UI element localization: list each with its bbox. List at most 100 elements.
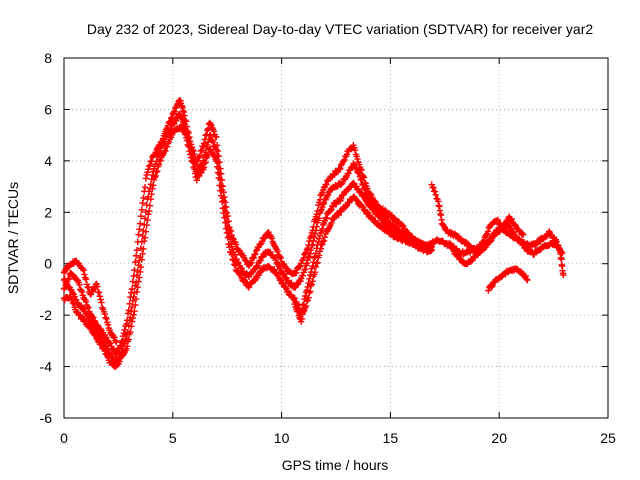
data-point: [353, 196, 360, 204]
data-point: [79, 304, 86, 312]
data-point: [141, 184, 149, 191]
data-point: [183, 137, 191, 144]
data-point: [361, 186, 369, 193]
data-point: [257, 241, 264, 248]
data-point: [431, 188, 439, 195]
data-point: [307, 232, 315, 240]
data-point: [84, 303, 91, 311]
data-point: [291, 300, 298, 308]
data-point: [337, 164, 344, 172]
data-point: [135, 231, 142, 238]
data-point: [511, 221, 519, 228]
data-point: [305, 294, 312, 301]
data-point: [359, 180, 366, 188]
data-point: [188, 157, 196, 165]
data-point: [555, 244, 562, 251]
data-point: [131, 307, 138, 315]
data-point: [84, 311, 91, 319]
data-point: [364, 191, 371, 198]
data-point: [107, 340, 114, 347]
data-point: [136, 220, 144, 227]
data-point: [60, 285, 68, 293]
data-point: [257, 257, 264, 264]
data-point: [123, 343, 131, 350]
data-point: [234, 258, 241, 266]
data-point: [432, 191, 440, 199]
data-point: [218, 192, 225, 199]
data-point: [139, 199, 146, 207]
data-point: [126, 300, 133, 308]
data-point: [98, 341, 105, 348]
data-point: [308, 242, 315, 249]
data-point: [182, 131, 189, 138]
data-point: [69, 299, 77, 307]
data-point: [136, 268, 144, 276]
data-point: [315, 235, 323, 242]
data-point: [137, 263, 145, 271]
data-point: [315, 215, 323, 222]
data-point: [207, 132, 214, 139]
data-point: [207, 120, 214, 128]
data-point: [312, 250, 320, 257]
data-point: [229, 256, 236, 263]
data-point: [140, 194, 147, 202]
y-tick-label: 0: [44, 256, 52, 272]
data-point: [132, 258, 139, 266]
data-point: [250, 254, 258, 262]
data-point: [136, 274, 143, 281]
data-point: [324, 192, 331, 199]
x-tick-label: 20: [491, 430, 507, 446]
data-point: [154, 167, 161, 175]
data-point: [306, 275, 313, 282]
data-point: [132, 252, 140, 259]
data-point: [101, 347, 108, 354]
data-point: [337, 161, 345, 169]
data-point: [488, 283, 495, 291]
data-point: [211, 143, 218, 150]
data-point: [222, 225, 230, 232]
data-point: [271, 266, 278, 273]
data-point: [187, 151, 194, 158]
data-point: [167, 115, 175, 122]
x-tick-label: 0: [60, 430, 68, 446]
data-point: [225, 241, 232, 248]
data-point: [226, 244, 233, 251]
data-point: [312, 263, 320, 271]
data-point: [68, 295, 75, 303]
data-point: [293, 269, 300, 277]
data-point: [128, 303, 136, 311]
data-point: [130, 311, 137, 318]
data-point: [132, 301, 139, 309]
data-point: [214, 169, 222, 176]
data-point: [306, 250, 314, 258]
data-point: [522, 272, 530, 280]
data-point: [93, 335, 100, 342]
data-point: [143, 221, 150, 229]
data-point: [155, 161, 163, 168]
data-point: [80, 267, 87, 274]
data-point: [215, 174, 222, 182]
data-point: [322, 215, 329, 222]
data-point: [200, 143, 207, 150]
data-point: [320, 237, 328, 244]
data-point: [353, 165, 360, 172]
data-point: [150, 182, 157, 189]
data-point: [120, 330, 128, 337]
data-point: [491, 232, 498, 239]
series-satellite-track-8: [60, 257, 120, 346]
data-point: [96, 293, 104, 300]
data-point: [68, 296, 76, 304]
data-point: [291, 294, 298, 302]
series-satellite-track-4: [291, 193, 435, 325]
x-tick-label: 10: [274, 430, 290, 446]
data-point: [87, 291, 95, 298]
data-point: [230, 256, 237, 264]
data-point: [560, 271, 567, 279]
x-axis-label: GPS time / hours: [282, 457, 389, 473]
axis-ticks: 0 5 10 15 20 25 -6 -4 -2 0 2 4 6 8: [40, 50, 616, 446]
data-point: [302, 302, 310, 310]
data-point: [311, 234, 318, 241]
data-point: [320, 199, 328, 207]
data-point: [231, 262, 239, 269]
